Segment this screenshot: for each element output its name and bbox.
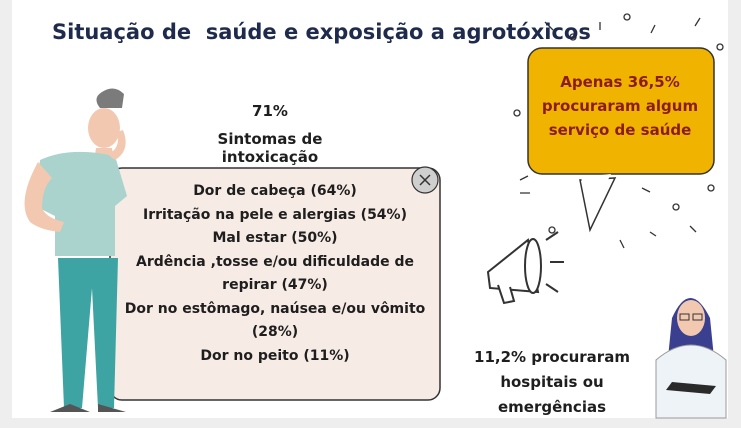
callout-text: Apenas 36,5% procuraram algum serviço de… xyxy=(540,70,700,142)
doctor-illustration xyxy=(656,298,726,418)
page: Situação de saúde e exposição a agrotóxi… xyxy=(0,0,741,428)
symptom-item: Dor de cabeça (64%) xyxy=(112,180,438,204)
title: Situação de saúde e exposição a agrotóxi… xyxy=(52,20,591,44)
symptom-item: Mal estar (50%) xyxy=(112,227,438,251)
symptom-item: Irritação na pele e alergias (54%) xyxy=(112,204,438,228)
megaphone xyxy=(488,232,564,303)
symptom-item: Dor no estômago, naúsea e/ou vômito (28%… xyxy=(112,298,438,345)
symptom-percent: 71% xyxy=(240,102,300,120)
symptom-item: Ardência ,tosse e/ou dificuldade de repi… xyxy=(112,251,438,298)
symptom-item: Dor no peito (11%) xyxy=(112,345,438,369)
symptom-label: Sintomas de intoxicação xyxy=(170,130,370,166)
hospital-text: 11,2% procuraram hospitais ou emergência… xyxy=(452,345,652,420)
symptom-list: Dor de cabeça (64%)Irritação na pele e a… xyxy=(112,180,438,368)
